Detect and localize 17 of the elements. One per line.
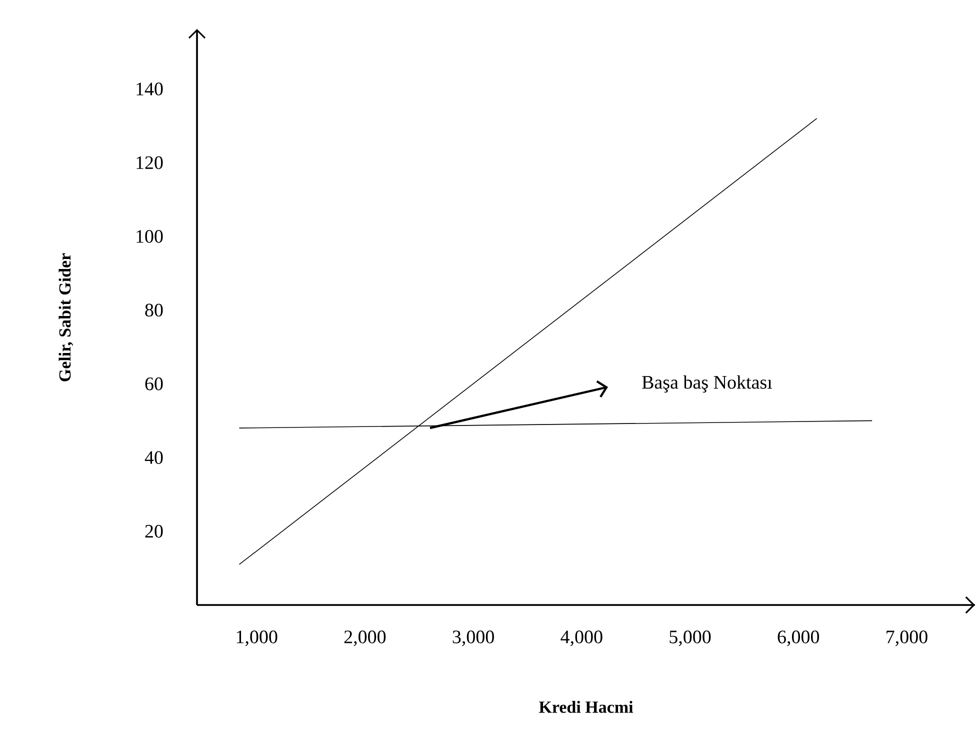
- x-tick-label: 1,000: [236, 630, 278, 646]
- x-tick-label: 4,000: [560, 630, 602, 646]
- annotation: Başa baş Noktası: [642, 375, 772, 393]
- y-tick-label: 140: [136, 82, 163, 96]
- x-tick-label: 5,000: [670, 630, 711, 646]
- y-tick-label: 80: [145, 304, 163, 317]
- y-tick-label: 20: [145, 524, 163, 538]
- y-tick-label: 100: [136, 230, 163, 243]
- x-tick-label: 6,000: [778, 630, 820, 646]
- x-tick-label: 2,000: [344, 630, 386, 646]
- x-tick-label: 7,000: [886, 630, 928, 646]
- y-tick-label: 60: [145, 377, 163, 390]
- x-axis-title: Kredi Hacmi: [539, 700, 634, 713]
- y-tick-label: 40: [144, 451, 163, 464]
- y-tick-label: 120: [136, 156, 163, 170]
- y-axis-title: Gelir, Sabit Gider: [58, 253, 74, 382]
- x-tick-label: 3,000: [452, 630, 494, 646]
